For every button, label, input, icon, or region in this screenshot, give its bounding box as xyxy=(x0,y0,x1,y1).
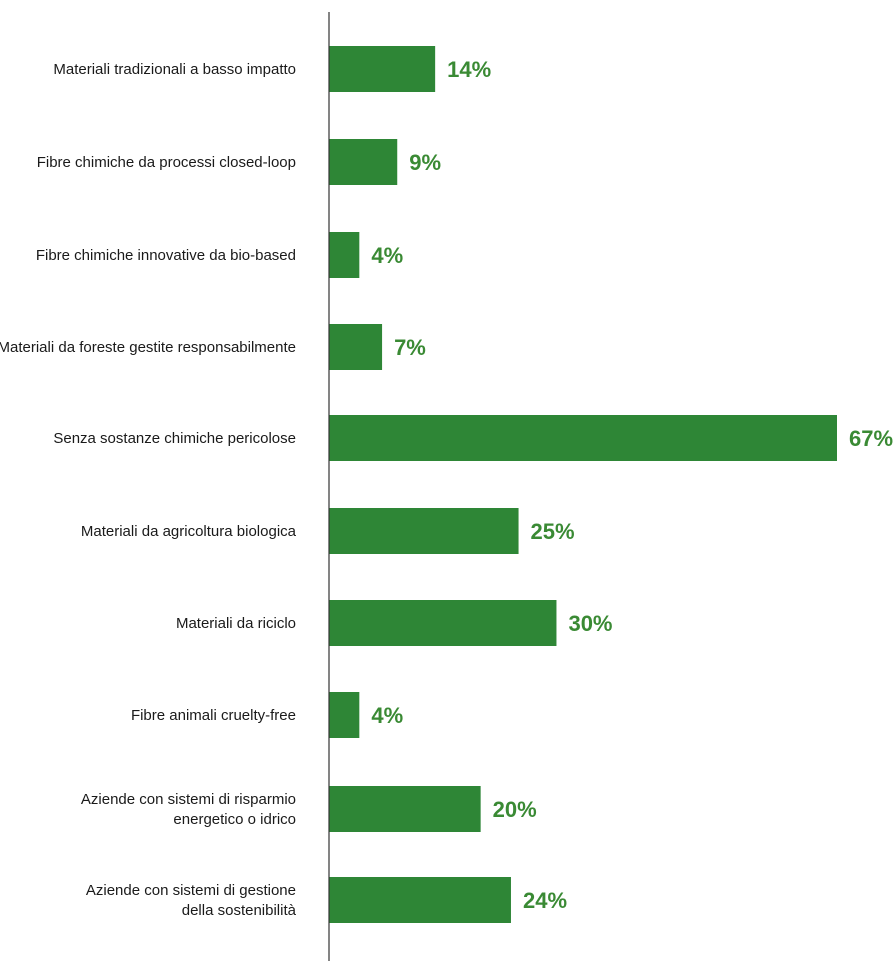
category-label-line: Materiali da riciclo xyxy=(176,615,296,632)
category-label-line: Fibre animali cruelty-free xyxy=(131,707,296,724)
category-label-line: Fibre chimiche da processi closed-loop xyxy=(37,154,296,171)
category-labels: Materiali tradizionali a basso impatto Fi… xyxy=(0,61,297,919)
category-label: Aziende con sistemi di risparmio energeti… xyxy=(81,791,296,828)
value-label: 4% xyxy=(371,243,403,268)
category-label: Fibre chimiche da processi closed-loop xyxy=(37,154,296,171)
category-label-line: Materiali da foreste gestite responsabil… xyxy=(0,339,296,356)
bar xyxy=(329,786,481,832)
category-label-line: Materiali tradizionali a basso impatto xyxy=(53,61,296,78)
value-label: 4% xyxy=(371,703,403,728)
value-label: 14% xyxy=(447,57,491,82)
category-label: Senza sostanze chimiche pericolose xyxy=(53,430,296,447)
value-label: 7% xyxy=(394,335,426,360)
category-label: Materiali da agricoltura biologica xyxy=(81,523,297,540)
value-label: 24% xyxy=(523,888,567,913)
bar xyxy=(329,508,519,554)
category-label: Materiali tradizionali a basso impatto xyxy=(53,61,296,78)
bar xyxy=(329,232,360,278)
category-label-line: Aziende con sistemi di risparmio xyxy=(81,791,296,808)
category-label: Aziende con sistemi di gestione della sos… xyxy=(86,882,297,919)
category-label: Fibre animali cruelty-free xyxy=(131,707,296,724)
bar xyxy=(329,600,557,646)
category-label-line: Materiali da agricoltura biologica xyxy=(81,523,297,540)
category-label: Fibre chimiche innovative da bio-based xyxy=(36,247,296,264)
bar xyxy=(329,692,360,738)
bars xyxy=(329,46,837,923)
category-label-line: Fibre chimiche innovative da bio-based xyxy=(36,247,296,264)
value-label: 20% xyxy=(493,797,537,822)
value-label: 9% xyxy=(409,150,441,175)
value-label: 67% xyxy=(849,426,893,451)
category-label: Materiali da foreste gestite responsabil… xyxy=(0,339,296,356)
bar xyxy=(329,139,398,185)
category-label: Materiali da riciclo xyxy=(176,615,296,632)
category-label-line: Aziende con sistemi di gestione xyxy=(86,882,296,899)
category-label-line: energetico o idrico xyxy=(173,811,296,828)
bar xyxy=(329,877,511,923)
bar xyxy=(329,46,436,92)
bar xyxy=(329,415,837,461)
value-label: 25% xyxy=(531,519,575,544)
value-label: 30% xyxy=(568,611,612,636)
category-label-line: della sostenibilità xyxy=(182,902,297,919)
category-label-line: Senza sostanze chimiche pericolose xyxy=(53,430,296,447)
bar xyxy=(329,324,383,370)
value-labels: 14% 9% 4% 7% 67% 25% 30% 4% 20% 24% xyxy=(371,57,893,913)
